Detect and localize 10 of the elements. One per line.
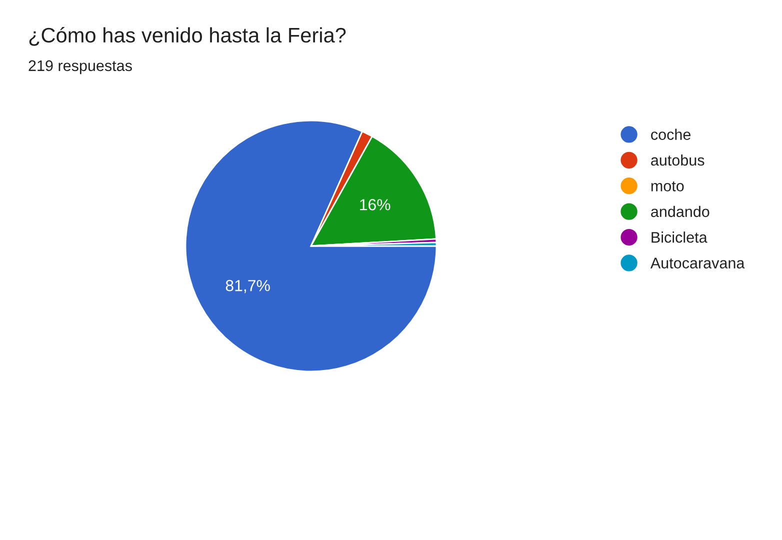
legend-label: moto <box>651 181 684 192</box>
data-label: 16% <box>360 199 390 210</box>
chart-subtitle: 219 respuestas <box>28 60 132 74</box>
chart-title: ¿Cómo has venido hasta la Feria? <box>29 27 346 46</box>
legend-label: autobus <box>651 154 704 166</box>
legend-label: andando <box>651 206 710 218</box>
legend-label: Autocaravana <box>650 258 745 268</box>
legend-label: Bicicleta <box>652 232 708 243</box>
data-label: 81,7% <box>226 280 270 294</box>
legend-label: coche <box>651 128 691 140</box>
